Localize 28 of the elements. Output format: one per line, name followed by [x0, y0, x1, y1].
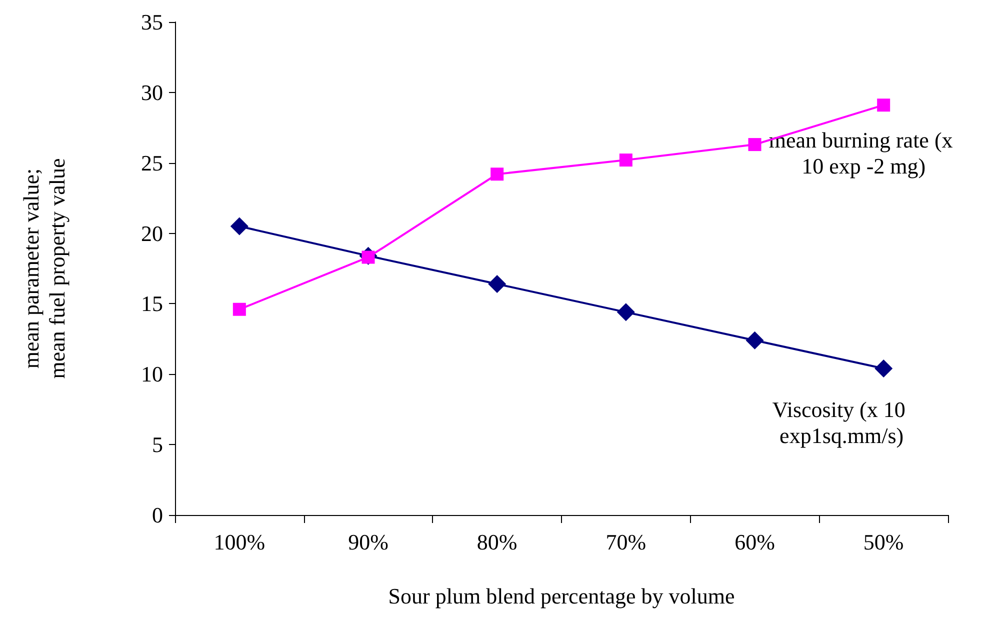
point — [877, 98, 890, 112]
y-tick-label: 30 — [141, 80, 163, 105]
point — [230, 217, 248, 236]
x-tick-label: 70% — [606, 530, 646, 554]
y-tick-label: 5 — [152, 432, 163, 458]
x-tick-label: 60% — [734, 530, 775, 554]
x-tick-label: 80% — [476, 530, 518, 554]
y-tick-label: 25 — [141, 150, 163, 176]
y-tick-label: 15 — [141, 291, 163, 316]
y-tick-label: 10 — [141, 362, 163, 387]
point — [616, 303, 635, 322]
series-label: Viscosity (x 10 exp1sq.mm/s) — [772, 397, 911, 448]
series-label: mean burning rate (x 10 exp -2 mg) — [768, 128, 958, 179]
point — [874, 360, 893, 378]
y-tick-label: 0 — [152, 502, 163, 528]
point — [232, 302, 246, 316]
point — [619, 154, 632, 167]
x-tick-label: 50% — [863, 530, 904, 554]
point — [748, 138, 762, 152]
point — [746, 331, 764, 350]
y-axis-title: mean parameter value; mean fuel property value — [18, 158, 70, 379]
point — [490, 168, 504, 181]
x-tick-label: 100% — [214, 530, 266, 554]
x-axis-title: Sour plum blend percentage by volume — [388, 584, 735, 608]
y-tick-label: 35 — [141, 10, 163, 34]
y-tick-label: 20 — [141, 220, 163, 246]
x-tick-label: 90% — [348, 530, 388, 554]
point — [488, 274, 506, 293]
